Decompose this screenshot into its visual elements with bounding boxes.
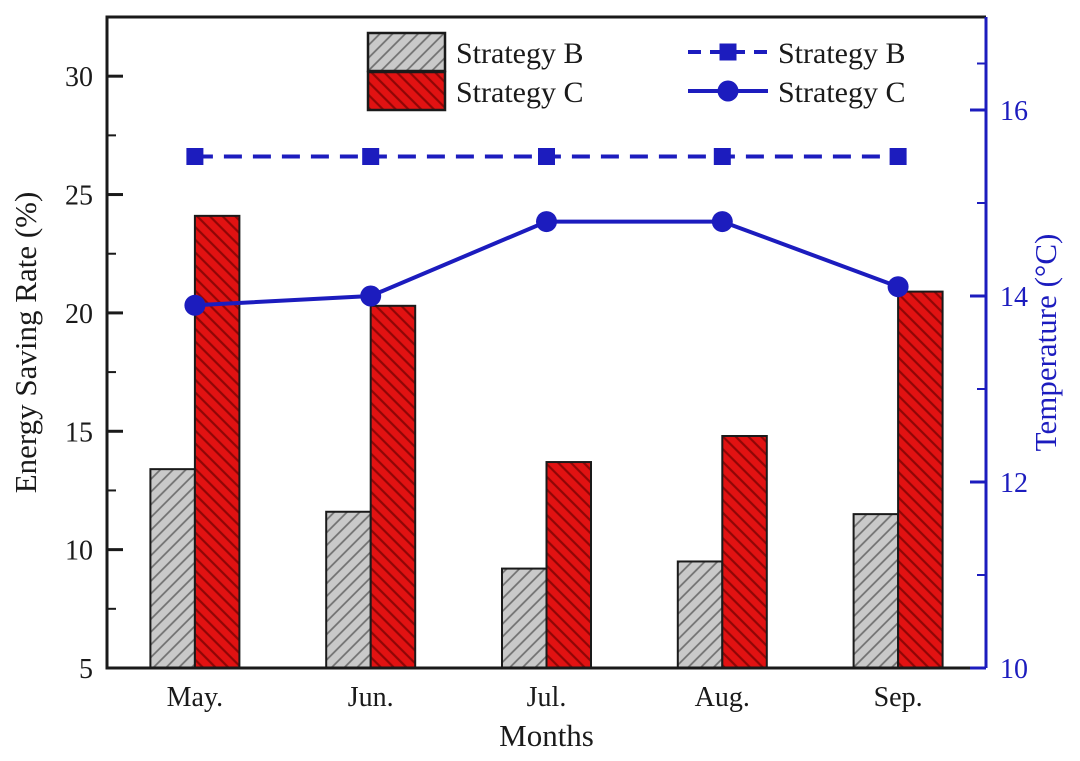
bar-strategy-b [149,468,196,669]
square-marker [362,148,380,165]
circle-marker [717,80,739,102]
square-marker [719,43,737,61]
bar-strategy-c [193,214,241,669]
x-tick-label: Jul. [527,682,567,713]
legend-label: Strategy B [456,37,584,70]
bar-strategy-c [721,435,768,669]
right-tick-label: 12 [1000,468,1028,499]
bar-strategy-b [325,510,372,670]
bar-strategy-b [501,567,548,669]
circle-marker [887,276,909,298]
bar-strategy-b [852,513,900,669]
bar-strategy-c [545,461,592,669]
right-tick-label: 14 [1000,282,1028,313]
left-tick-label: 30 [65,62,93,93]
x-axis-title: Months [499,718,594,753]
x-tick-label: Aug. [695,682,750,713]
left-tick-label: 25 [65,181,93,212]
x-tick-label: May. [167,682,224,713]
circle-marker [184,294,206,316]
circle-marker [360,285,382,307]
bar-strategy-b [676,560,724,669]
right-axis-title: Temperature (°C) [1028,234,1063,452]
left-tick-label: 15 [65,417,93,448]
square-marker [538,148,555,165]
circle-marker [711,211,733,233]
square-marker [186,148,204,165]
right-tick-label: 10 [1000,654,1028,685]
left-tick-label: 5 [79,654,93,685]
legend-label: Strategy B [778,37,906,70]
left-axis-title: Energy Saving Rate (%) [8,192,43,494]
line-strategy-c [194,219,899,308]
square-marker [713,148,731,165]
circle-marker [536,211,557,233]
bar-strategy-c [897,290,944,669]
legend-swatch-strategy-c [366,70,447,112]
x-tick-label: Jun. [348,682,394,713]
legend-swatch-strategy-b [366,31,447,73]
left-tick-label: 10 [65,536,93,567]
legend-label: Strategy C [456,76,584,109]
legend-label: Strategy C [778,76,906,109]
x-tick-label: Sep. [874,682,923,713]
square-marker [889,148,907,165]
bar-strategy-c [369,304,417,669]
right-tick-label: 16 [1000,96,1028,127]
left-tick-label: 20 [65,299,93,330]
